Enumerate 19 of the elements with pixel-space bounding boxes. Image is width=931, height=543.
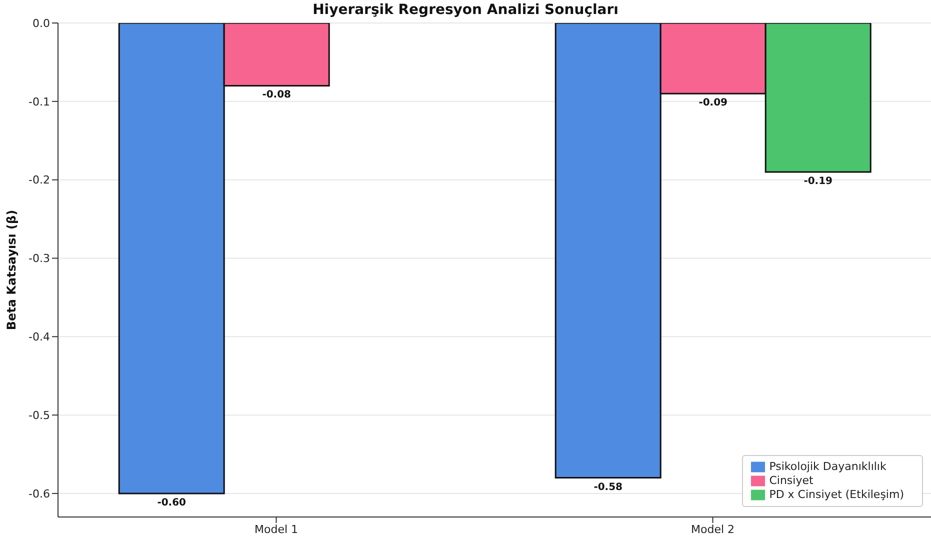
x-tick-label: Model 1 <box>254 522 298 536</box>
legend-label: Psikolojik Dayanıklılık <box>769 460 886 474</box>
data-label: -0.09 <box>698 98 728 109</box>
legend-label: PD x Cinsiyet (Etkileşim) <box>769 488 904 502</box>
y-tick-label: -0.6 <box>28 487 50 500</box>
chart-title: Hiyerarşik Regresyon Analizi Sonuçları <box>312 2 620 18</box>
x-tick-label: Model 2 <box>690 522 735 536</box>
y-tick-label: 0.0 <box>32 16 50 30</box>
legend-label: Cinsiyet <box>769 474 814 488</box>
data-label: -0.19 <box>804 176 833 187</box>
y-tick-label: -0.2 <box>28 174 50 187</box>
y-tick-label: -0.4 <box>28 330 50 344</box>
y-tick-label: -0.5 <box>28 408 50 422</box>
data-label: -0.08 <box>262 90 292 101</box>
y-tick-label: -0.3 <box>28 252 50 266</box>
data-label: -0.58 <box>594 482 623 493</box>
y-tick-label: -0.1 <box>28 95 50 108</box>
data-label: -0.60 <box>157 497 186 508</box>
y-axis-title: Beta Katsayısı (β) <box>4 210 18 330</box>
